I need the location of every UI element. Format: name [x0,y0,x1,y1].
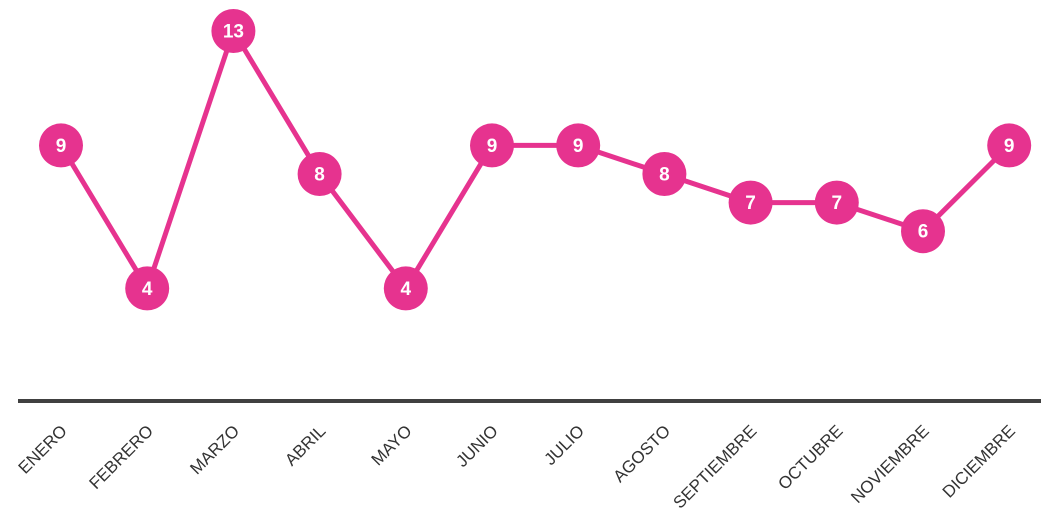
x-tick-label-abril: ABRIL [281,421,329,469]
x-tick-label-enero: ENERO [15,421,71,477]
x-tick-label-diciembre: DICIEMBRE [939,421,1019,501]
data-label-mayo: 4 [401,279,412,300]
data-point-febrero [125,266,170,311]
data-label-noviembre: 6 [918,222,929,243]
data-label-diciembre: 9 [1004,136,1015,157]
x-tick-label-septiembre: SEPTIEMBRE [669,421,760,512]
x-tick-label-noviembre: NOVIEMBRE [847,421,933,507]
series-group: 9 4 13 8 4 9 9 8 7 7 6 9 [39,9,1032,311]
x-tick-label-julio: JULIO [541,421,589,469]
data-point-noviembre [901,209,945,254]
data-label-marzo: 13 [223,22,244,43]
data-point-octubre [814,180,859,225]
data-point-julio [556,123,601,168]
data-label-julio: 9 [573,136,584,157]
data-point-enero [39,123,83,168]
data-label-febrero: 4 [142,279,153,300]
data-label-abril: 8 [314,165,325,186]
x-tick-label-mayo: MAYO [368,421,416,469]
data-point-abril [297,152,342,196]
data-label-junio: 9 [487,136,498,157]
x-tick-label-octubre: OCTUBRE [774,421,846,493]
x-tick-label-junio: JUNIO [452,421,501,470]
data-point-junio [470,123,514,168]
x-tick-labels: ENERO FEBRERO MARZO ABRIL MAYO JUNIO JULIO AGOS… [15,421,1019,512]
x-tick-label-agosto: AGOSTO [610,421,675,486]
x-tick-label-marzo: MARZO [186,421,243,478]
series-line [58,28,1012,291]
data-point-septiembre [728,180,773,225]
data-label-agosto: 8 [659,165,670,186]
data-label-octubre: 7 [832,193,843,214]
data-point-diciembre [987,123,1032,168]
data-label-septiembre: 7 [745,193,756,214]
data-point-mayo [383,266,428,311]
data-label-enero: 9 [56,136,67,157]
data-point-marzo [211,9,256,53]
x-tick-label-febrero: FEBRERO [85,421,157,493]
data-point-agosto [642,152,687,196]
